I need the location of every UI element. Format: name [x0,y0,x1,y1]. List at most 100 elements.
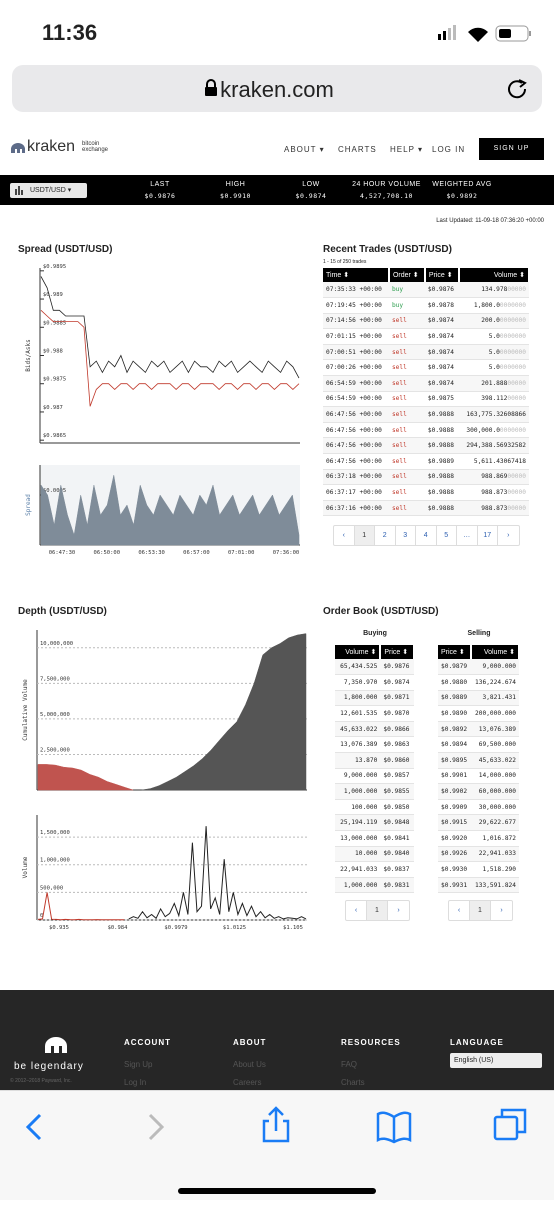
cell: $0.9901 [438,768,471,785]
row: 06:54:59 +00:00 sell $0.9875 398.11200000 [323,391,529,408]
address-bar[interactable]: kraken.com [12,65,542,112]
book-side-title: Buying [363,630,387,637]
cell: $0.9880 [438,674,471,691]
page-button[interactable]: 4 [416,526,437,545]
row: $0.9879 9,000.000 [438,659,519,676]
row: 25,194.119 $0.9848 [335,814,414,832]
sign-up-button[interactable]: SIGN UP [479,138,544,160]
cell: sell [388,406,425,423]
y-tick-label: $0.000 [43,538,63,544]
nav-link[interactable]: LOG IN [432,145,466,154]
cell: sell [388,344,425,361]
header-row: Time ⬍ Order ⬍ Price ⬍ Volume ⬍ [323,268,530,282]
cell: 07:00:26 +00:00 [323,359,389,377]
back-button[interactable] [25,1113,42,1141]
cell: 7,350.970 [335,674,381,691]
column-header[interactable]: Volume ⬍ [335,645,382,659]
header-label: Price [428,272,445,279]
header-label: Time [326,272,342,279]
page-button[interactable]: › [500,907,503,914]
page-button[interactable]: 1 [470,901,491,920]
page-button[interactable]: ‹ [449,901,470,920]
row: $0.9880 136,224.674 [438,674,519,691]
header-label: Price [441,649,457,656]
column-header[interactable]: Price ⬍ [438,645,472,659]
y-tick-label: $0.9875 [43,377,66,383]
row: 1,800.000 $0.9871 [335,690,414,707]
cell: 9,000.000 [470,659,519,676]
cell: 06:47:56 +00:00 [323,453,389,470]
page-button[interactable]: ‹ [334,526,355,545]
cell: $0.9874 [424,328,460,345]
cell: 133,591.824 [470,877,519,894]
y-tick-label: $0.9865 [43,433,66,439]
column-header[interactable]: Order ⬍ [388,268,426,282]
cell: $0.9870 [380,705,414,722]
plot-area [40,268,300,443]
reload-icon[interactable] [506,77,530,101]
cell: 10.000 [335,846,381,863]
column-header[interactable]: Volume ⬍ [470,645,521,659]
page-button[interactable]: › [397,907,400,914]
page-button[interactable]: 3 [396,526,416,545]
forward-button[interactable] [148,1113,165,1141]
cell: 200,000.000 [470,705,519,722]
status-icons [438,25,531,42]
footer-link[interactable]: Sign Up [124,1060,153,1069]
footer-link[interactable]: Charts [341,1078,365,1087]
column-header[interactable]: Volume ⬍ [459,268,530,282]
cell: $0.9857 [380,768,414,785]
tabs-button[interactable] [493,1108,527,1141]
y-tick-label: 500,000 [40,885,63,891]
y-axis-label: Spread [25,494,32,516]
cell: 60,000.000 [470,783,519,800]
row: 10.000 $0.9840 [335,846,414,863]
page-button[interactable]: 5 [437,526,457,545]
nav-link[interactable]: ABOUT ▾ [284,145,325,154]
row: 06:47:56 +00:00 sell $0.9889 5,611.43067418 [323,453,529,470]
column-header[interactable]: Time ⬍ [323,268,390,282]
cell: $0.9863 [380,736,414,754]
y-tick-label: $0.988 [43,349,63,355]
row: 06:37:17 +00:00 sell $0.9888 988.87300000 [323,484,529,501]
nav-link[interactable]: HELP ▾ [390,145,424,154]
nav-link[interactable]: CHARTS [338,145,377,154]
share-button[interactable] [262,1106,290,1143]
page-button[interactable]: 1 [354,526,375,545]
cell: $0.9837 [380,861,414,878]
ticker-item: HIGH $0.9910 [191,181,281,200]
x-tick-label: 07:36:00 [273,550,300,556]
column-header[interactable]: Price ⬍ [380,645,415,659]
cell: 200.00000000 [459,313,529,330]
header-label: Price [384,649,401,656]
footer-link[interactable]: FAQ [341,1060,358,1069]
cell: $0.9860 [380,752,414,769]
page-button[interactable]: 1 [367,901,388,920]
footer-heading: LANGUAGE [450,1038,504,1047]
language-select[interactable]: English (US) [450,1053,542,1068]
cell: 14,000.000 [470,768,519,785]
pair-select[interactable]: USDT/USD ▾ [10,183,87,198]
page-button[interactable]: › [507,532,510,539]
cell: $0.9878 [424,297,460,314]
cell: 163,775.32608866 [459,406,529,423]
page-button[interactable]: 17 [478,526,498,545]
footer-link[interactable]: Careers [233,1078,262,1087]
page-button[interactable]: 2 [375,526,396,545]
ticker-label: WEIGHTED AVG [432,181,492,188]
footer-link[interactable]: About Us [233,1060,266,1069]
column-header[interactable]: Price ⬍ [424,268,461,282]
cell: $0.9874 [424,313,460,330]
footer-link[interactable]: Log In [124,1078,147,1087]
page-button[interactable]: … [457,526,478,545]
cell: 06:54:59 +00:00 [323,391,389,408]
cell: $0.9926 [438,846,471,863]
cell: 69,500.000 [470,736,519,754]
page-button[interactable]: ‹ [346,901,367,920]
y-tick-label: $0.9885 [43,320,66,326]
last-updated: Last Updated: 11-09-18 07:36:20 +00:00 [436,218,544,224]
cell: $0.9888 [424,500,460,517]
bookmarks-button[interactable] [376,1111,412,1144]
logo-subtitle: bitcoin exchange [82,141,109,153]
cell: $0.9840 [380,846,414,863]
